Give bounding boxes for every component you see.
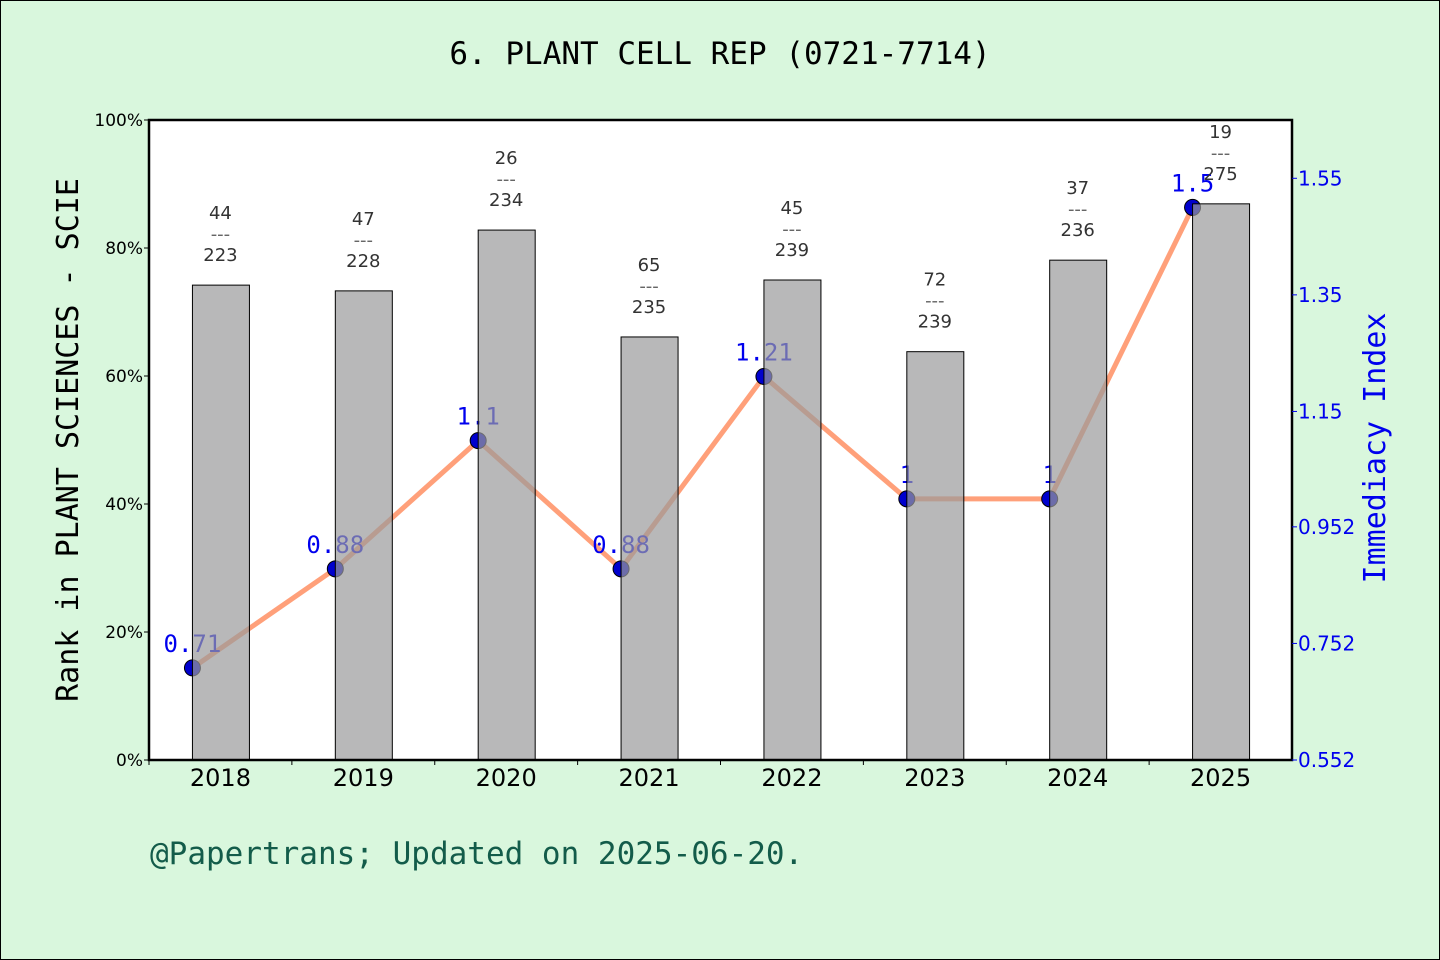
rank-denominator: 239 [775,240,809,261]
rank-bar [1192,203,1251,761]
rank-divider: --- [496,169,516,190]
rank-numerator: 19 [1209,122,1232,143]
right-tick-label: 0.952 [1298,515,1355,539]
rank-bar [906,351,965,761]
right-tick-label: 0.552 [1298,748,1355,772]
x-tick-label: 2022 [761,764,822,792]
rank-bar [763,279,822,761]
left-tick-label: 0% [116,751,143,771]
immediacy-label: 1.5 [1171,169,1214,197]
rank-denominator: 228 [346,251,380,272]
plot-area [149,120,1292,760]
rank-divider: --- [1211,143,1231,164]
x-tick-label: 2025 [1190,764,1251,792]
rank-divider: --- [1068,199,1088,220]
rank-bar [1049,259,1108,761]
rank-divider: --- [639,276,659,297]
left-tick-label: 60% [105,367,143,387]
x-tick-label: 2021 [619,764,680,792]
x-tick-label: 2020 [476,764,537,792]
rank-numerator: 37 [1066,178,1089,199]
x-tick-label: 2024 [1047,764,1108,792]
rank-numerator: 72 [923,270,946,291]
x-tick-label: 2018 [190,764,251,792]
left-axis-title: Rank in PLANT SCIENCES - SCIE [51,178,86,702]
right-tick-label: 0.752 [1298,631,1355,655]
rank-denominator: 275 [1203,164,1237,185]
rank-denominator: 235 [632,297,666,318]
left-tick-label: 20% [105,623,143,643]
rank-bar [191,284,250,761]
rank-denominator: 236 [1061,220,1095,241]
chart-title: 6. PLANT CELL REP (0721-7714) [449,36,991,72]
left-tick-label: 40% [105,495,143,515]
rank-bar [334,290,393,761]
rank-divider: --- [211,224,231,245]
left-tick-label: 80% [105,239,143,259]
rank-numerator: 65 [638,255,661,276]
rank-numerator: 26 [495,148,518,169]
right-axis-title: Immediacy Index [1358,313,1393,584]
rank-divider: --- [925,291,945,312]
rank-bar [620,336,679,761]
rank-bar [477,229,536,761]
rank-denominator: 223 [203,245,237,266]
rank-denominator: 234 [489,190,523,211]
footer-credit: @Papertrans; Updated on 2025-06-20. [150,836,804,872]
right-tick-label: 1.55 [1298,166,1343,190]
rank-numerator: 47 [352,209,375,230]
x-tick-label: 2019 [333,764,394,792]
rank-divider: --- [782,219,802,240]
rank-numerator: 45 [780,198,803,219]
rank-denominator: 239 [918,312,952,333]
right-tick-label: 1.15 [1298,399,1343,423]
right-tick-label: 1.35 [1298,283,1343,307]
rank-numerator: 44 [209,203,232,224]
left-tick-label: 100% [94,111,143,131]
rank-divider: --- [354,230,374,251]
x-tick-label: 2023 [904,764,965,792]
